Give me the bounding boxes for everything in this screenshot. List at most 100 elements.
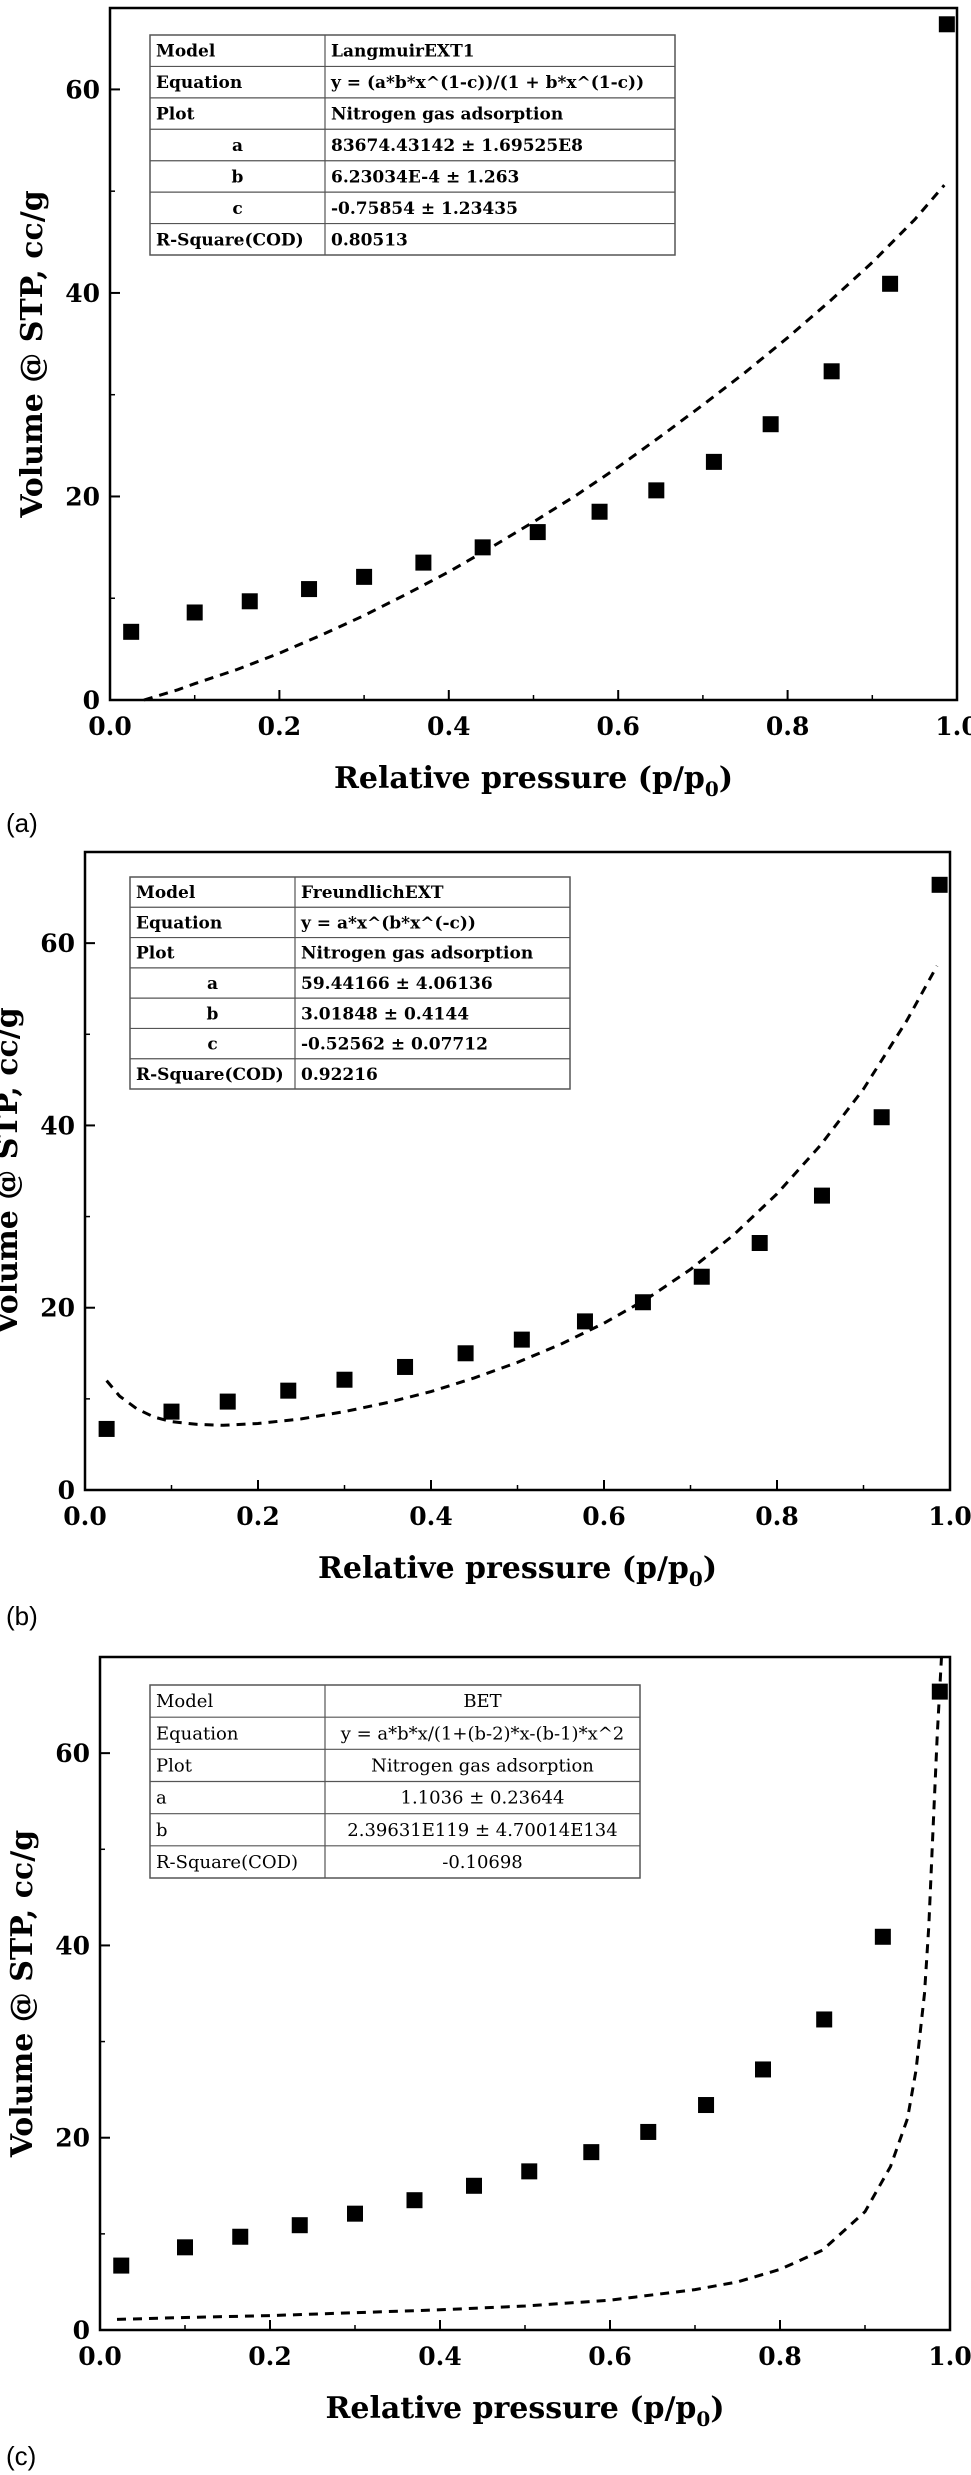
panel-label: (a) bbox=[6, 808, 38, 838]
data-point bbox=[634, 1294, 651, 1311]
data-point bbox=[415, 554, 432, 571]
x-tick-label: 1.0 bbox=[928, 1502, 971, 1531]
table-frame bbox=[129, 876, 571, 1090]
data-point bbox=[931, 876, 948, 893]
data-point bbox=[882, 275, 899, 292]
x-tick-label: 0.0 bbox=[63, 1502, 107, 1531]
table-value: 59.44166 ± 4.06136 bbox=[301, 974, 493, 994]
y-tick-label: 20 bbox=[40, 1294, 75, 1323]
data-point bbox=[874, 1928, 891, 1945]
table-value: -0.75854 ± 1.23435 bbox=[331, 199, 518, 219]
table-value: 0.80513 bbox=[331, 230, 408, 250]
table-value: y = a*b*x/(1+(b-2)*x-(b-1)*x^2 bbox=[340, 1723, 625, 1744]
y-tick-label: 40 bbox=[65, 279, 100, 308]
data-point bbox=[347, 2205, 363, 2222]
table-key: b bbox=[232, 167, 244, 187]
y-tick-label: 40 bbox=[40, 1111, 75, 1140]
data-point bbox=[219, 1393, 236, 1410]
x-tick-label: 0.4 bbox=[427, 712, 471, 741]
data-point bbox=[474, 539, 491, 556]
table-value: Nitrogen gas adsorption bbox=[331, 105, 563, 125]
x-tick-label: 0.6 bbox=[582, 1502, 626, 1531]
data-point bbox=[813, 1187, 830, 1204]
table-value: 6.23034E-4 ± 1.263 bbox=[331, 167, 519, 187]
data-point bbox=[123, 623, 140, 640]
chart-panel-2: 0.0 0.2 0.4 0.6 0.8 1.0 0 20 40 60 Relative pressu… bbox=[0, 850, 971, 1631]
data-point bbox=[177, 2239, 193, 2256]
table-value: -0.10698 bbox=[442, 1852, 523, 1873]
fit-curve bbox=[116, 1656, 943, 2321]
data-point bbox=[762, 416, 779, 433]
data-point bbox=[583, 2144, 600, 2161]
data-point bbox=[356, 568, 373, 585]
y-tick-label: 0 bbox=[73, 2316, 90, 2345]
table-key: c bbox=[207, 1035, 217, 1055]
data-point bbox=[113, 2257, 130, 2274]
data-point bbox=[693, 1268, 710, 1285]
data-point bbox=[336, 1371, 353, 1388]
data-point bbox=[163, 1403, 180, 1420]
data-point bbox=[186, 604, 203, 621]
x-tick-label: 0.2 bbox=[236, 1502, 280, 1531]
fit-curve bbox=[105, 965, 939, 1427]
x-tick-label: 1.0 bbox=[935, 712, 971, 741]
data-point bbox=[291, 2217, 308, 2234]
table-value: -0.52562 ± 0.07712 bbox=[301, 1035, 488, 1055]
table-value: 3.01848 ± 0.4144 bbox=[301, 1004, 469, 1024]
table-value: 1.1036 ± 0.23644 bbox=[401, 1788, 565, 1809]
y-tick-label: 20 bbox=[55, 2124, 90, 2153]
table-value: y = a*x^(b*x^(-c)) bbox=[300, 913, 476, 933]
table-key: R-Square(COD) bbox=[156, 1852, 298, 1873]
table-key: a bbox=[232, 136, 243, 156]
data-point bbox=[751, 1235, 768, 1252]
fit-parameter-table: Model BET Equation y = a*b*x/(1+(b-2)*x-(b-… bbox=[149, 1684, 641, 1879]
data-point bbox=[466, 2177, 482, 2194]
table-value: y = (a*b*x^(1-c))/(1 + b*x^(1-c)) bbox=[330, 73, 644, 93]
x-tick-label: 0.0 bbox=[88, 712, 132, 741]
table-key: c bbox=[232, 199, 242, 219]
data-point bbox=[640, 2123, 657, 2140]
data-point bbox=[648, 482, 665, 499]
table-key: Plot bbox=[156, 1755, 193, 1776]
data-point bbox=[931, 1683, 948, 1700]
data-point bbox=[938, 16, 955, 33]
x-tick-label: 0.0 bbox=[78, 2342, 122, 2371]
table-key: Equation bbox=[156, 73, 242, 93]
y-tick-label: 60 bbox=[65, 75, 100, 104]
y-tick-label: 40 bbox=[55, 1931, 90, 1960]
x-tick-label: 0.6 bbox=[588, 2342, 632, 2371]
y-tick-label: 60 bbox=[55, 1739, 90, 1768]
x-tick-label: 0.2 bbox=[258, 712, 302, 741]
fit-curve bbox=[143, 184, 946, 702]
x-tick-label: 1.0 bbox=[928, 2342, 971, 2371]
x-tick-label: 0.8 bbox=[755, 1502, 799, 1531]
chart-panel-3: 0.0 0.2 0.4 0.6 0.8 1.0 0 20 40 60 Relative pressu… bbox=[5, 1655, 971, 2471]
table-key: b bbox=[207, 1004, 219, 1024]
table-value: LangmuirEXT1 bbox=[331, 42, 475, 62]
fit-parameter-table: Model LangmuirEXT1 Equation y = (a*b*x^(1-c… bbox=[149, 34, 676, 256]
table-key: Model bbox=[156, 42, 216, 62]
x-axis-title: Relative pressure (p/p0) bbox=[334, 761, 733, 801]
x-tick-label: 0.2 bbox=[248, 2342, 292, 2371]
x-tick-label: 0.4 bbox=[418, 2342, 462, 2371]
table-key: Equation bbox=[136, 913, 222, 933]
table-key: a bbox=[207, 974, 218, 994]
table-key: Model bbox=[156, 1691, 213, 1712]
x-tick-label: 0.6 bbox=[596, 712, 640, 741]
data-point bbox=[301, 581, 318, 598]
data-point bbox=[873, 1109, 890, 1126]
table-value: Nitrogen gas adsorption bbox=[301, 944, 533, 964]
data-point bbox=[591, 503, 608, 520]
y-axis-title: Volume @ STP, cc/g bbox=[15, 190, 50, 519]
data-point bbox=[529, 524, 546, 541]
table-value: FreundlichEXT bbox=[301, 883, 444, 903]
table-value: 2.39631E119 ± 4.70014E134 bbox=[347, 1820, 617, 1841]
y-tick-label: 0 bbox=[58, 1476, 75, 1505]
data-point bbox=[816, 2011, 833, 2028]
data-point bbox=[755, 2061, 771, 2078]
y-axis-title: Volume @ STP, cc/g bbox=[0, 1007, 25, 1336]
table-key: Plot bbox=[136, 944, 175, 964]
table-key: R-Square(COD) bbox=[136, 1065, 284, 1085]
data-point bbox=[232, 2228, 249, 2245]
